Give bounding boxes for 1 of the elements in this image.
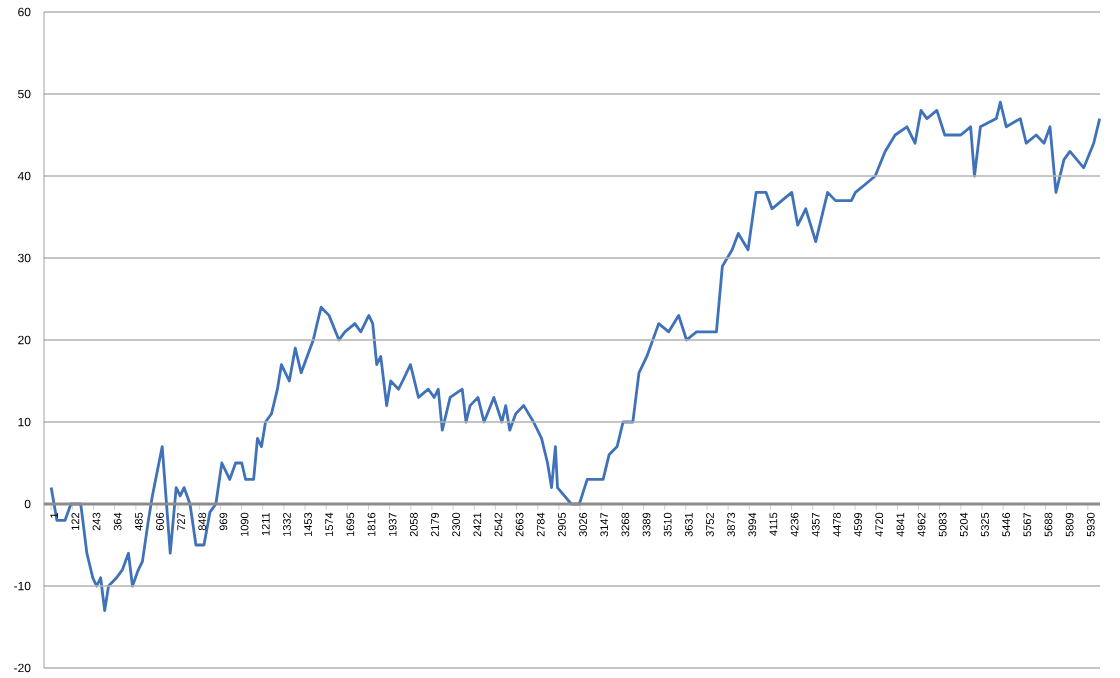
line-series [49,100,1102,612]
